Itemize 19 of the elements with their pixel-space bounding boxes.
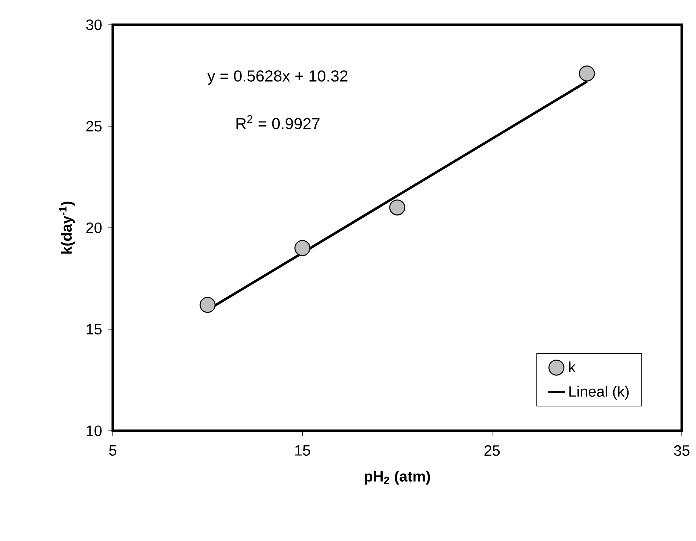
point [390,200,406,216]
y-tick-label: 30 [86,20,102,30]
y-tick-label: 20 [86,222,102,234]
y-tick-label: 25 [86,121,102,132]
legend-label: k [569,362,576,373]
y-tick-label: 15 [87,324,102,335]
x-tick-label: 15 [296,446,310,456]
y-axis-title: k(day$^{-1}$) [60,202,76,254]
point [294,240,311,256]
annotation: R$^{2}$ = 0.9927 [236,115,320,130]
x-axis-title: pH$_{2}$ (atm) [365,470,430,485]
x-tick-label: 25 [484,446,500,456]
x-tick-label: 5 [109,446,117,456]
y-tick-label: 10 [87,426,102,436]
legend-label: Lineal (k) [570,386,629,400]
x-tick-label: 35 [674,446,690,456]
point [579,66,596,82]
point [200,297,216,314]
annotation: y = 0.5628x + 10.32 [208,70,348,86]
